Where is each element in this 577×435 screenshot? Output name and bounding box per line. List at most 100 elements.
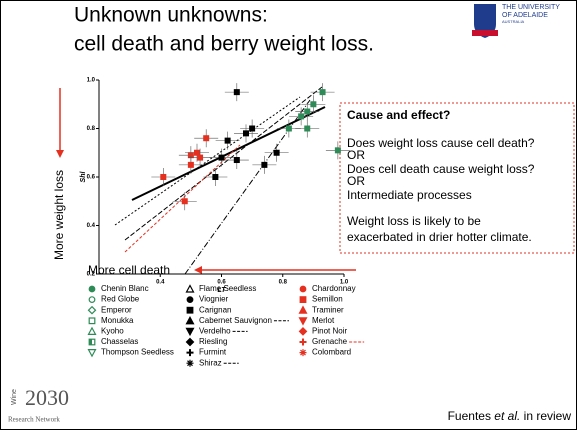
fit-line xyxy=(131,106,326,201)
legend-marker xyxy=(298,317,308,326)
legend-label: Grenache xyxy=(312,337,348,346)
legend-label: Flame Seedless xyxy=(199,284,256,293)
logo-text: OF ADELAIDE xyxy=(502,12,548,19)
point xyxy=(304,108,311,115)
point xyxy=(160,174,167,180)
legend-label: Semillon xyxy=(312,295,343,304)
legend-label: Traminer xyxy=(312,305,344,314)
legend-label: Chasselas xyxy=(101,337,138,346)
legend-marker xyxy=(87,305,97,315)
legend-marker xyxy=(185,327,195,337)
point xyxy=(181,198,188,205)
text-box xyxy=(339,102,575,254)
point xyxy=(249,125,256,132)
legend-label: Verdelho xyxy=(199,327,231,336)
legend-label: Monukka xyxy=(101,316,134,325)
y-axis-label: Shl xyxy=(80,171,87,183)
point xyxy=(243,130,249,137)
legend-marker xyxy=(298,305,308,314)
legend-marker xyxy=(88,296,96,304)
arrow-head xyxy=(194,266,202,274)
box-text: Does weight loss cause cell death? xyxy=(347,136,535,150)
y-tick-label: 0.6 xyxy=(87,175,96,181)
box-text: OR xyxy=(347,174,365,188)
title: Unknown unknowns: xyxy=(74,4,268,27)
logo-ribbon xyxy=(472,30,498,36)
logo-text: THE UNIVERSITY xyxy=(502,4,560,11)
legend-label: Emperor xyxy=(101,305,132,314)
logo-text: AUSTRALIA xyxy=(502,19,525,24)
legend-label: Thompson Seedless xyxy=(101,348,174,357)
legend-marker xyxy=(185,316,195,325)
point xyxy=(233,157,240,164)
citation: Fuentes et al. in review xyxy=(448,409,572,423)
legend-label: Colombard xyxy=(312,348,351,357)
y-tick-label: 1.0 xyxy=(87,78,96,84)
arrow-head xyxy=(56,150,64,158)
legend-label: Kyoho xyxy=(101,327,124,336)
legend-label: Furmint xyxy=(199,348,227,357)
point xyxy=(218,154,225,161)
y-tick-label: 0.8 xyxy=(87,126,96,132)
legend-label: Cabernet Sauvignon xyxy=(199,316,272,325)
x-tick-label: 0.8 xyxy=(279,280,288,286)
box-text: exacerbated in drier hotter climate. xyxy=(347,230,532,244)
point xyxy=(319,89,326,96)
legend-marker xyxy=(186,349,194,357)
box-text: Weight loss is likely to be xyxy=(347,214,481,228)
axis-note: More cell death xyxy=(88,263,170,277)
network-logo: 2030 xyxy=(25,385,69,410)
x-tick-label: 1.0 xyxy=(340,280,349,286)
box-heading: Cause and effect? xyxy=(347,108,450,122)
legend-marker xyxy=(298,327,308,336)
legend-label: Chenin Blanc xyxy=(101,284,149,293)
point xyxy=(194,149,200,156)
title: cell death and berry weight loss. xyxy=(74,33,374,56)
axis-note: More weight loss xyxy=(52,170,66,260)
legend-label: Shiraz xyxy=(199,358,222,367)
legend-marker xyxy=(299,338,307,346)
legend-marker xyxy=(186,306,194,314)
x-tick-label: 0.6 xyxy=(217,280,226,286)
legend-marker xyxy=(185,337,195,347)
legend-label: Viognier xyxy=(199,295,229,304)
point xyxy=(187,152,194,159)
point xyxy=(203,135,210,142)
legend-marker xyxy=(186,296,194,304)
box-text: Intermediate processes xyxy=(347,188,472,202)
point xyxy=(310,101,317,108)
fit-line xyxy=(114,96,301,226)
point xyxy=(224,137,231,144)
box-text: OR xyxy=(347,148,365,162)
point xyxy=(187,161,194,168)
point xyxy=(212,174,219,180)
legend-marker xyxy=(186,359,194,367)
legend-marker xyxy=(185,284,195,293)
network-logo: Wine xyxy=(11,389,18,405)
legend-label: Pinot Noir xyxy=(312,327,347,336)
legend-marker xyxy=(299,296,307,303)
y-tick-label: 0.2 xyxy=(87,272,96,278)
y-tick-label: 0.4 xyxy=(87,223,96,229)
legend-marker xyxy=(88,285,96,293)
legend-marker xyxy=(89,339,92,345)
point xyxy=(334,147,341,154)
network-logo: Research Network xyxy=(8,416,60,424)
plot xyxy=(151,83,350,211)
point xyxy=(285,125,292,132)
point xyxy=(261,161,268,168)
point xyxy=(304,125,311,132)
legend-label: Carignan xyxy=(199,305,231,314)
fit-line xyxy=(124,86,323,241)
legend-label: Chardonnay xyxy=(312,284,356,293)
point xyxy=(197,154,204,161)
x-tick-label: 0.4 xyxy=(156,280,165,286)
point xyxy=(298,113,305,120)
legend-marker xyxy=(299,285,307,293)
legend-marker xyxy=(87,326,97,335)
legend-label: Red Globe xyxy=(101,295,140,304)
point xyxy=(273,149,280,156)
legend-marker xyxy=(299,349,307,357)
x-axis-label: LT xyxy=(217,287,226,294)
